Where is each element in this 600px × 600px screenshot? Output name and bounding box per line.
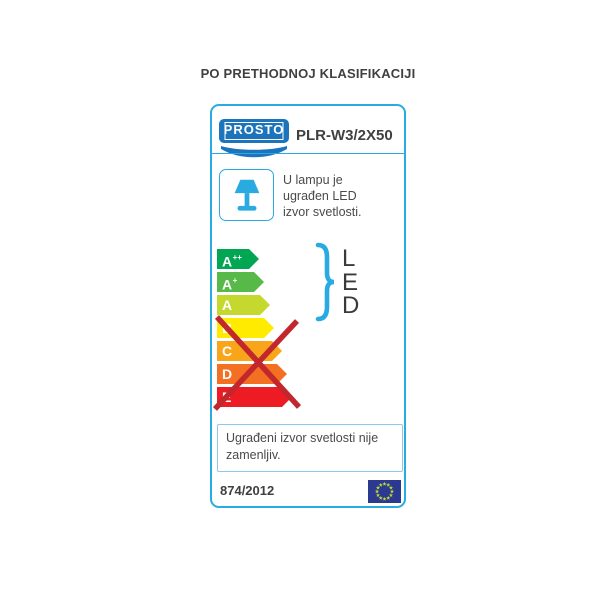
energy-class-grade: A++ bbox=[222, 253, 242, 270]
lamp-info-line3: izvor svetlosti. bbox=[283, 205, 362, 219]
model-number: PLR-W3/2X50 bbox=[296, 127, 393, 144]
lamp-info-line1: U lampu je bbox=[283, 173, 343, 187]
led-text: L E D bbox=[342, 247, 359, 318]
note-box: Ugrađeni izvor svetlosti nije zamenljiv. bbox=[217, 424, 403, 472]
lamp-info-text: U lampu je ugrađen LED izvor svetlosti. bbox=[283, 172, 362, 220]
lamp-info-line2: ugrađen LED bbox=[283, 189, 357, 203]
energy-class-grade: D bbox=[222, 366, 233, 382]
energy-class-grade: C bbox=[222, 343, 233, 359]
note-line1: Ugrađeni izvor svetlosti nije bbox=[226, 431, 379, 445]
energy-class-arrows: A++ A+ A B C D E bbox=[217, 249, 292, 410]
led-letter-e: E bbox=[342, 268, 359, 296]
header-divider bbox=[212, 153, 404, 154]
energy-class-arrow-b: B bbox=[217, 318, 274, 338]
energy-class-grade: A bbox=[222, 297, 233, 313]
energy-class-arrow-a++: A++ bbox=[217, 249, 259, 269]
lamp-icon-box bbox=[219, 169, 274, 221]
led-letter-l: L bbox=[342, 245, 356, 272]
energy-class-grade: A+ bbox=[222, 276, 238, 293]
brand-name: PROSTO bbox=[223, 122, 285, 137]
table-lamp-icon bbox=[234, 179, 259, 211]
energy-class-grade: E bbox=[222, 389, 232, 405]
page-title: PO PRETHODNOJ KLASIFIKACIJI bbox=[200, 66, 416, 81]
regulation-number: 874/2012 bbox=[220, 483, 275, 498]
energy-class-arrow-a+: A+ bbox=[217, 272, 264, 292]
prosto-logo-icon bbox=[219, 119, 289, 158]
led-brace-icon bbox=[315, 242, 335, 322]
energy-class-grade: B bbox=[222, 320, 233, 336]
eu-flag-icon bbox=[368, 480, 401, 503]
energy-class-arrow-a: A bbox=[217, 295, 270, 315]
energy-label-card: PROSTO PLR-W3/2X50 U lampu je ugrađen LE… bbox=[210, 104, 406, 508]
led-letter-d: D bbox=[342, 292, 360, 319]
energy-class-arrow-d: D bbox=[217, 364, 287, 384]
energy-class-arrow-e: E bbox=[217, 387, 292, 407]
energy-class-arrow-c: C bbox=[217, 341, 282, 361]
note-line2: zamenljiv. bbox=[226, 448, 281, 462]
